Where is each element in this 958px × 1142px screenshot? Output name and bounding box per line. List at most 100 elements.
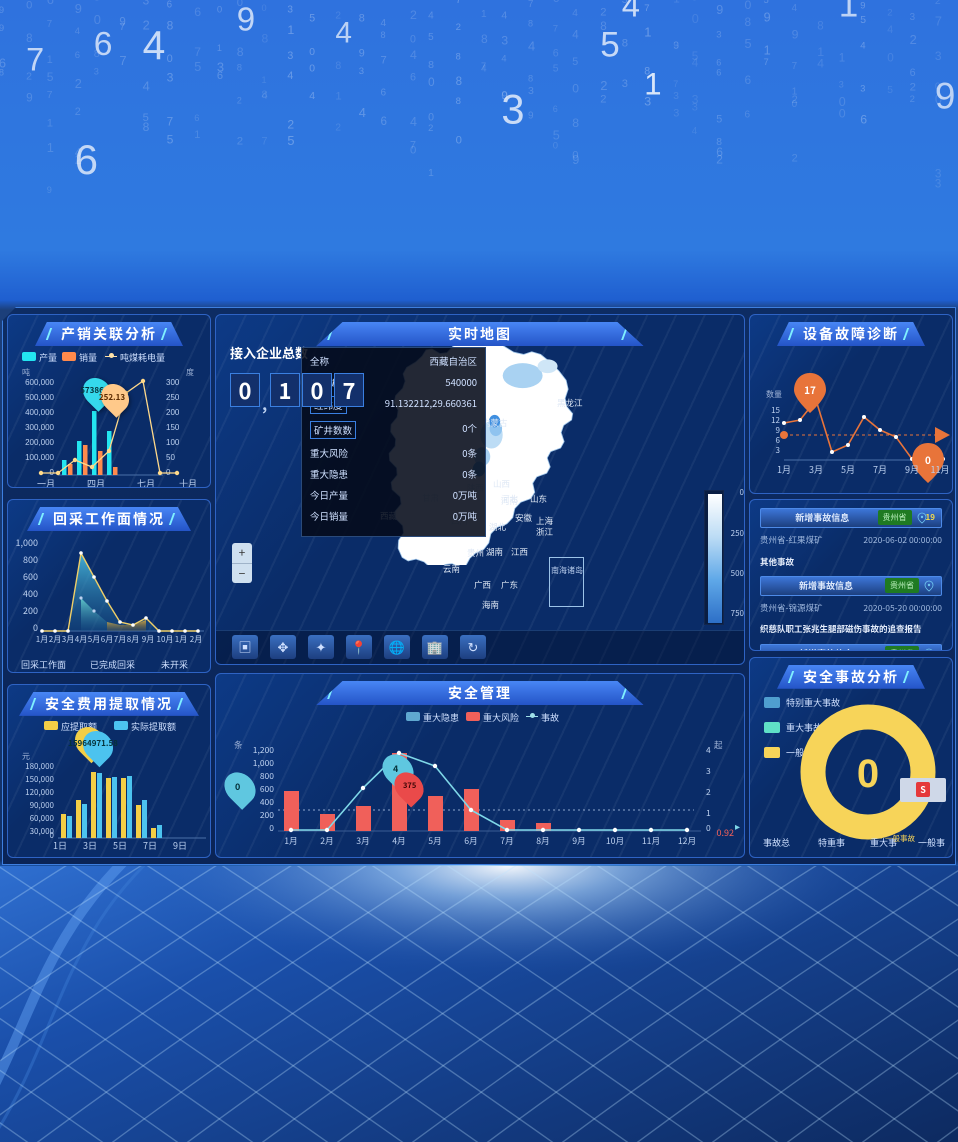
svg-text:4: 4 [501,54,506,64]
svg-text:5: 5 [287,133,294,148]
svg-text:8: 8 [428,59,434,71]
svg-text:8: 8 [262,32,269,46]
svg-text:6: 6 [745,110,751,121]
svg-text:6: 6 [410,72,416,84]
svg-text:9: 9 [75,1,82,16]
svg-text:0: 0 [428,111,434,123]
svg-text:4: 4 [817,57,824,71]
svg-text:9: 9 [935,76,956,117]
svg-text:5: 5 [572,56,578,68]
svg-text:7: 7 [673,79,678,89]
svg-text:60,000: 60,000 [30,813,55,824]
svg-text:0: 0 [309,47,315,58]
svg-text:8: 8 [237,62,242,73]
svg-text:500,000: 500,000 [25,393,54,402]
svg-text:0: 0 [50,830,55,839]
svg-text:7: 7 [119,53,126,68]
svg-text:7: 7 [381,54,387,66]
svg-text:3: 3 [839,79,844,89]
svg-text:6: 6 [716,58,721,68]
svg-text:度: 度 [186,367,194,377]
svg-text:1,000: 1,000 [253,757,275,769]
svg-text:9: 9 [0,23,4,34]
svg-text:6: 6 [167,0,173,10]
svg-text:3: 3 [287,50,293,62]
svg-text:2: 2 [237,95,242,105]
svg-text:6: 6 [47,0,54,7]
svg-text:4: 4 [309,90,315,102]
svg-text:6: 6 [194,113,199,123]
svg-text:4: 4 [75,26,80,37]
svg-text:0: 0 [692,12,699,26]
svg-text:4: 4 [860,41,866,52]
svg-text:4: 4 [335,17,352,50]
svg-text:2: 2 [910,32,917,47]
svg-text:1: 1 [644,66,661,101]
svg-text:6: 6 [381,88,387,99]
svg-text:3月: 3月 [62,634,74,645]
svg-text:400: 400 [260,796,274,808]
svg-text:6: 6 [745,73,752,87]
svg-text:5月: 5月 [428,834,442,847]
svg-text:17: 17 [804,382,816,397]
svg-text:9: 9 [47,185,52,195]
svg-text:2: 2 [910,94,915,105]
svg-text:9: 9 [528,111,534,122]
svg-text:4: 4 [706,744,711,756]
svg-text:3: 3 [776,445,780,456]
svg-text:3: 3 [622,78,628,90]
svg-text:1月: 1月 [284,834,298,847]
svg-text:1,000: 1,000 [16,536,38,549]
svg-text:8: 8 [0,67,4,77]
svg-text:6: 6 [553,104,558,114]
svg-text:2: 2 [600,78,607,93]
svg-text:7: 7 [194,45,201,59]
svg-text:3: 3 [287,5,293,16]
svg-text:2: 2 [75,106,81,118]
svg-text:7: 7 [792,61,798,72]
svg-text:7: 7 [935,14,942,28]
svg-text:3: 3 [167,71,174,85]
svg-text:9: 9 [26,91,33,105]
svg-text:200: 200 [23,604,38,617]
svg-text:8: 8 [481,32,488,46]
svg-text:8: 8 [309,0,314,1]
svg-text:5: 5 [167,133,174,147]
svg-text:7月: 7月 [873,463,887,476]
svg-text:8: 8 [359,13,365,25]
svg-text:10月: 10月 [157,634,174,645]
svg-text:3: 3 [673,91,679,102]
svg-text:0: 0 [26,0,32,11]
svg-text:9: 9 [0,4,4,15]
svg-text:4: 4 [262,90,268,102]
svg-text:6: 6 [94,26,113,63]
svg-text:2: 2 [75,152,82,167]
svg-text:2: 2 [26,72,32,83]
svg-text:5: 5 [600,25,619,64]
svg-text:5: 5 [47,70,54,84]
svg-text:0: 0 [33,621,38,634]
svg-text:5: 5 [309,13,315,25]
svg-text:5: 5 [887,85,893,96]
svg-text:6: 6 [860,112,867,126]
svg-text:0: 0 [309,64,315,75]
svg-text:4: 4 [692,56,699,69]
svg-text:3: 3 [143,0,150,7]
svg-text:2: 2 [287,118,294,132]
svg-text:1,200: 1,200 [253,744,275,756]
svg-text:2月: 2月 [190,634,202,645]
svg-text:9: 9 [673,40,679,52]
svg-text:5: 5 [860,15,866,26]
svg-text:4: 4 [381,18,387,29]
svg-text:7: 7 [644,3,649,14]
svg-text:4: 4 [622,0,640,24]
svg-text:0: 0 [410,33,416,45]
svg-text:1: 1 [839,0,859,25]
svg-text:8: 8 [528,18,533,28]
svg-text:4: 4 [143,23,166,69]
svg-text:3: 3 [935,178,941,190]
svg-text:5: 5 [553,64,559,75]
svg-text:4: 4 [528,39,535,54]
svg-text:150: 150 [166,423,180,432]
svg-text:600,000: 600,000 [25,378,54,387]
